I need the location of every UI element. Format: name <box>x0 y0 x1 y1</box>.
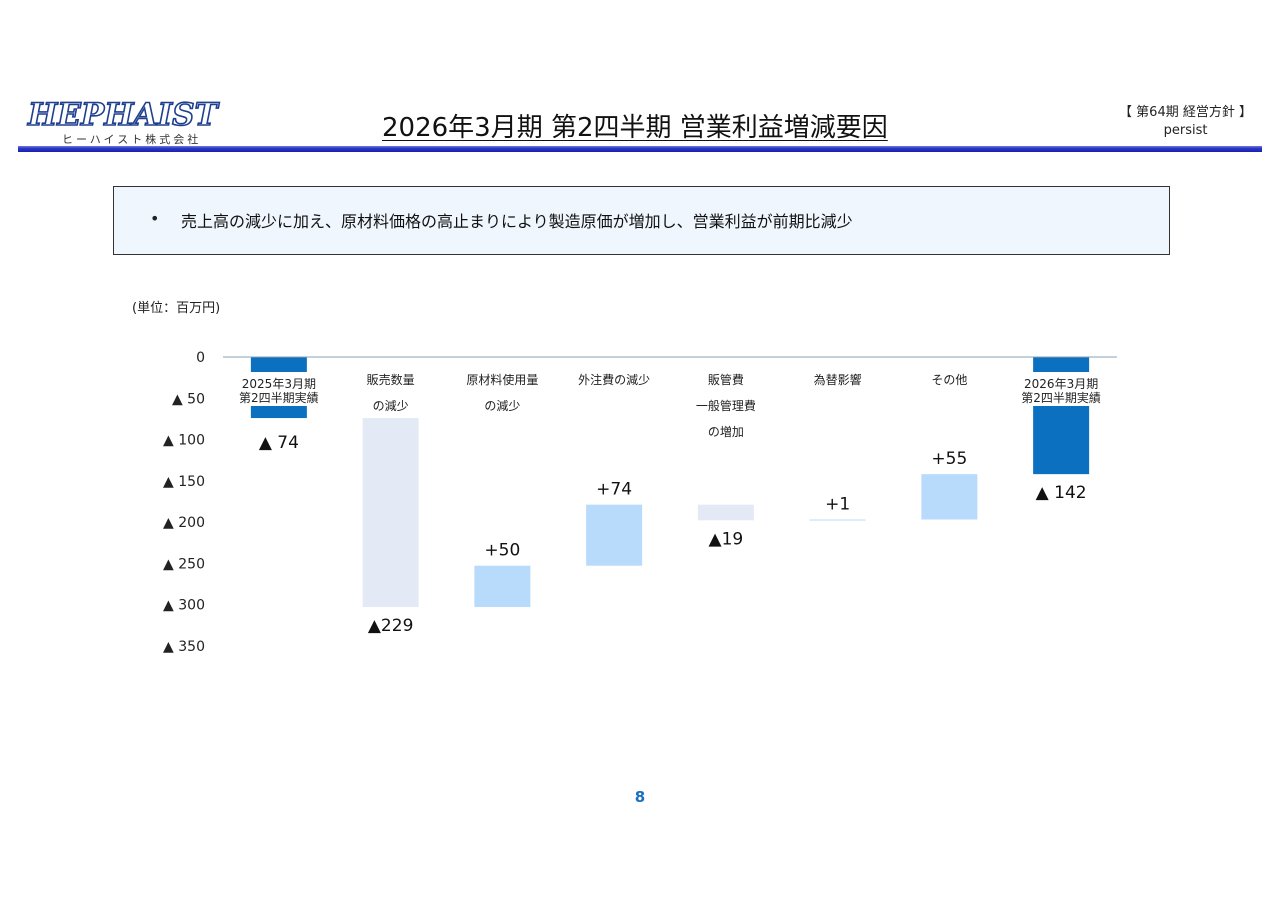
waterfall-bar <box>362 418 419 607</box>
category-label: 第2四半期実績 <box>239 390 319 405</box>
waterfall-bar <box>809 519 866 521</box>
category-label: 2025年3月期 <box>242 377 316 391</box>
category-label: 外注費の減少 <box>578 372 650 387</box>
y-tick-label: ▲ 150 <box>163 474 205 490</box>
category-label: の減少 <box>484 398 520 413</box>
category-label: の減少 <box>373 398 409 413</box>
category-label: 原材料使用量 <box>466 372 538 387</box>
value-label: +74 <box>596 480 632 500</box>
summary-box: • 売上高の減少に加え、原材料価格の高止まりにより製造原価が増加し、営業利益が前… <box>113 186 1170 255</box>
category-label: 2026年3月期 <box>1024 377 1098 391</box>
unit-label: (単位：百万円) <box>132 301 221 316</box>
y-tick-label: ▲ 100 <box>163 433 205 449</box>
value-label: ▲229 <box>368 616 414 636</box>
y-tick-label: ▲ 300 <box>163 598 205 614</box>
header-divider <box>18 146 1262 152</box>
waterfall-bar <box>474 565 531 607</box>
category-label: 販管費 <box>708 372 744 387</box>
category-label: その他 <box>931 373 967 387</box>
policy-tag-motto: persist <box>1163 123 1208 138</box>
waterfall-bar <box>586 504 643 566</box>
company-logo: HEPHAIST ヒーハイスト株式会社 <box>27 97 250 148</box>
y-tick-label: ▲ 200 <box>163 515 205 531</box>
category-label-backdrop <box>1013 372 1110 406</box>
value-label: +1 <box>825 495 850 515</box>
y-tick-label: ▲ 50 <box>172 391 205 407</box>
page-number: 8 <box>634 788 646 806</box>
logo-company-name: ヒーハイスト株式会社 <box>62 133 202 146</box>
value-label: ▲ 74 <box>259 433 299 453</box>
waterfall-bar <box>697 504 754 521</box>
value-label: ▲ 142 <box>1036 483 1087 503</box>
category-label: 一般管理費 <box>696 398 756 413</box>
category-label-backdrop <box>230 372 327 406</box>
value-label: +50 <box>484 541 520 561</box>
logo-wordmark: HEPHAIST <box>27 97 218 133</box>
category-label: 販売数量 <box>367 372 415 387</box>
category-label: 第2四半期実績 <box>1021 390 1101 405</box>
value-label: ▲19 <box>709 529 744 549</box>
y-tick-label: ▲ 250 <box>163 556 205 572</box>
y-tick-label: ▲ 350 <box>163 639 205 655</box>
waterfall-bar <box>921 474 978 520</box>
policy-tag-period: 【 第64期 経営方針 】 <box>1119 105 1252 120</box>
page-title: 2026年3月期 第2四半期 営業利益増減要因 <box>382 113 888 143</box>
summary-bullet: • <box>150 209 160 228</box>
category-label: の増加 <box>708 425 744 439</box>
policy-tag: 【 第64期 経営方針 】 persist <box>1119 104 1252 140</box>
value-label: +55 <box>931 449 967 469</box>
summary-text: 売上高の減少に加え、原材料価格の高止まりにより製造原価が増加し、営業利益が前期比… <box>181 212 853 231</box>
y-tick-label: 0 <box>196 350 205 366</box>
category-label: 為替影響 <box>814 372 862 387</box>
